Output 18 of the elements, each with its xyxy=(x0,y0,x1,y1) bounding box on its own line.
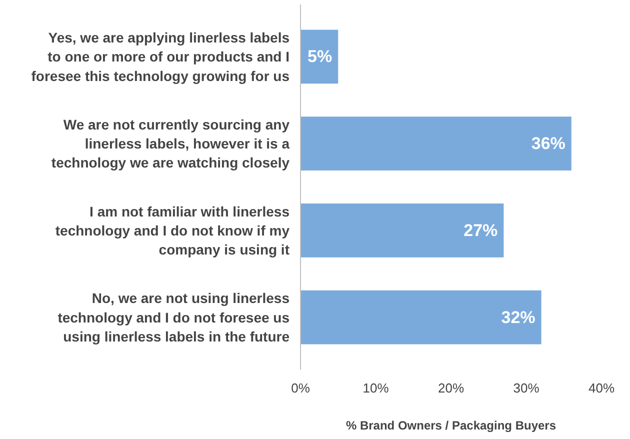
x-tick-label: 20% xyxy=(438,380,464,396)
bar xyxy=(300,290,542,344)
x-tick-label: 40% xyxy=(588,380,615,396)
x-tick-label: 10% xyxy=(362,380,390,396)
bar xyxy=(300,204,504,258)
x-tick-label: 0% xyxy=(291,380,310,396)
x-tick-label: 30% xyxy=(513,380,540,396)
y-tick-label: Yes, we are applying linerless labels to one or more of our products and I foresee this technology growing for us xyxy=(31,29,290,84)
data-label: 27% xyxy=(464,220,498,240)
y-tick-label: No, we are not using linerless technology and I do not foresee us using linerless labels in the future xyxy=(58,290,290,345)
data-label: 32% xyxy=(501,308,536,327)
bar xyxy=(300,30,338,84)
data-label: 36% xyxy=(531,134,566,154)
bar xyxy=(300,116,572,170)
x-axis-title: % Brand Owners / Packaging Buyers xyxy=(346,418,556,432)
y-tick-label: We are not currently sourcing any linerless labels, however it is a technology we are watching closely xyxy=(51,116,290,171)
data-label: 5% xyxy=(308,47,332,66)
y-tick-label: I am not familiar with linerless technology and I do not know if my company is using it xyxy=(55,203,290,258)
